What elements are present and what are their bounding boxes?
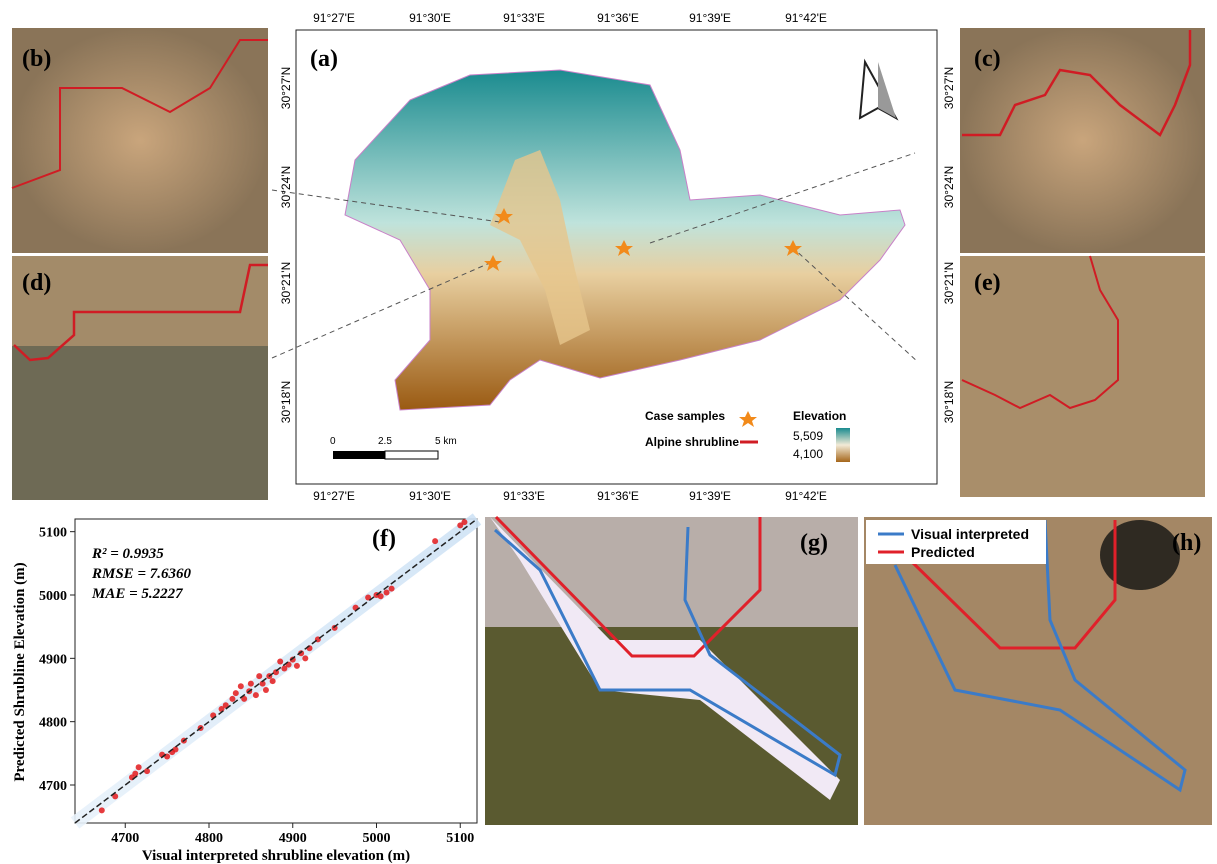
- y-tick-label: 4900: [39, 652, 67, 667]
- lon-label: 91°42'E: [785, 489, 827, 503]
- figure: (b) (d) (c) (e) (a) Case sa: [0, 0, 1217, 864]
- legend-label: Visual interpreted: [911, 526, 1029, 542]
- y-axis-label: Predicted Shrubline Elevation (m): [12, 562, 28, 781]
- photo-d: (d): [12, 256, 268, 500]
- point: [132, 771, 138, 777]
- scale-label: 0: [330, 436, 336, 447]
- lat-label: 30°24'N: [942, 166, 956, 208]
- point: [253, 692, 259, 698]
- lon-label: 91°30'E: [409, 11, 451, 25]
- panel-label: (d): [22, 270, 51, 296]
- panel-label: (c): [974, 46, 1001, 72]
- annotation: MAE = 5.2227: [91, 586, 183, 602]
- photo-e: (e): [960, 256, 1205, 497]
- panel-label: (e): [974, 270, 1001, 296]
- photo-c: (c): [960, 28, 1205, 253]
- y-tick-label: 5000: [39, 589, 67, 604]
- legend-label: Predicted: [911, 544, 975, 560]
- point: [229, 696, 235, 702]
- legend-label: 4,100: [793, 447, 823, 461]
- lon-label: 91°39'E: [689, 489, 731, 503]
- y-tick-label: 4700: [39, 779, 67, 794]
- x-tick-label: 5000: [363, 831, 391, 846]
- point: [233, 690, 239, 696]
- lon-label: 91°42'E: [785, 11, 827, 25]
- point: [302, 655, 308, 661]
- point: [256, 673, 262, 679]
- point: [238, 683, 244, 689]
- point: [389, 586, 395, 592]
- point: [99, 807, 105, 813]
- lat-label: 30°27'N: [942, 67, 956, 109]
- annotation: R² = 0.9935: [91, 546, 164, 562]
- photo-b: (b): [12, 28, 268, 253]
- point: [270, 678, 276, 684]
- lat-label: 30°27'N: [279, 67, 293, 109]
- lon-label: 91°30'E: [409, 489, 451, 503]
- lon-label: 91°36'E: [597, 489, 639, 503]
- lat-label: 30°18'N: [279, 381, 293, 423]
- photo-h: Visual interpreted Predicted (h): [864, 517, 1212, 825]
- lon-label: 91°33'E: [503, 11, 545, 25]
- lat-label: 30°21'N: [279, 262, 293, 304]
- lon-label: 91°36'E: [597, 11, 639, 25]
- scale-label: 2.5: [378, 436, 392, 447]
- point: [263, 687, 269, 693]
- panel-label: (h): [1172, 530, 1201, 556]
- x-tick-label: 4800: [195, 831, 223, 846]
- panel-label: (a): [310, 46, 338, 72]
- panel-label: (f): [372, 526, 396, 552]
- y-tick-label: 5100: [39, 526, 67, 541]
- lat-label: 30°24'N: [279, 166, 293, 208]
- legend-title: Elevation: [793, 409, 846, 423]
- point: [432, 538, 438, 544]
- point: [136, 764, 142, 770]
- y-tick-label: 4800: [39, 716, 67, 731]
- lon-label: 91°33'E: [503, 489, 545, 503]
- lat-label: 30°18'N: [942, 381, 956, 423]
- legend-label: Alpine shrubline: [645, 435, 739, 449]
- photo-g: (g): [485, 517, 858, 825]
- point: [384, 589, 390, 595]
- point: [173, 747, 179, 753]
- lon-label: 91°27'E: [313, 11, 355, 25]
- map: (a) Case samples Alpine shrubline Elevat…: [272, 30, 937, 484]
- point: [461, 519, 467, 525]
- legend-label: Case samples: [645, 409, 725, 423]
- lon-label: 91°27'E: [313, 489, 355, 503]
- point: [294, 663, 300, 669]
- lon-label: 91°39'E: [689, 11, 731, 25]
- scale-label: 5 km: [435, 436, 457, 447]
- point: [277, 659, 283, 665]
- scatter-chart: (f) Visual interpreted shrubline elevati…: [12, 519, 477, 864]
- x-tick-label: 4900: [279, 831, 307, 846]
- x-axis-label: Visual interpreted shrubline elevation (…: [142, 848, 410, 864]
- x-tick-label: 5100: [446, 831, 474, 846]
- panel-label: (g): [800, 530, 828, 556]
- panel-label: (b): [22, 46, 51, 72]
- lat-label: 30°21'N: [942, 262, 956, 304]
- x-tick-label: 4700: [111, 831, 139, 846]
- legend-label: 5,509: [793, 429, 823, 443]
- annotation: RMSE = 7.6360: [91, 566, 191, 582]
- point: [248, 681, 254, 687]
